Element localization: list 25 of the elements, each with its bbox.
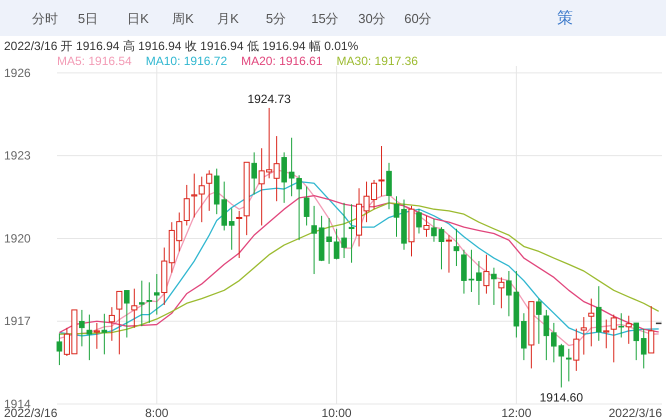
- text: MA20: 1916.61: [241, 54, 323, 68]
- text: 日K: [127, 11, 150, 26]
- text: 分时: [32, 11, 58, 26]
- text: 5分: [266, 11, 286, 26]
- text: 周K: [172, 11, 194, 26]
- x-tick-label: 12:00: [501, 406, 532, 420]
- text: MA5: 1916.54: [57, 54, 132, 68]
- text: 2022/3/16: [608, 406, 662, 420]
- annotation: 1914.60: [540, 390, 584, 404]
- text: 5日: [78, 11, 98, 26]
- text: 60分: [404, 11, 432, 26]
- y-tick-label: 1917: [4, 314, 32, 328]
- chart-subtitle: 2022/3/16 开 1916.94 高 1916.94 收 1916.94 低 1916.94 幅 0.01%: [4, 39, 359, 53]
- text: MA30: 1917.36: [336, 54, 418, 68]
- text: 策: [557, 9, 573, 27]
- text: 15分: [311, 11, 339, 26]
- text: MA10: 1916.72: [146, 54, 228, 68]
- y-tick-label: 1926: [4, 66, 32, 80]
- annotation: 1924.73: [247, 92, 292, 106]
- y-tick-label: 1923: [4, 148, 32, 163]
- x-tick-label: 10:00: [322, 406, 352, 420]
- x-tick-label: 8:00: [145, 406, 169, 420]
- text: 月K: [217, 11, 240, 26]
- text: 30分: [358, 11, 386, 26]
- y-tick-label: 1920: [4, 231, 32, 246]
